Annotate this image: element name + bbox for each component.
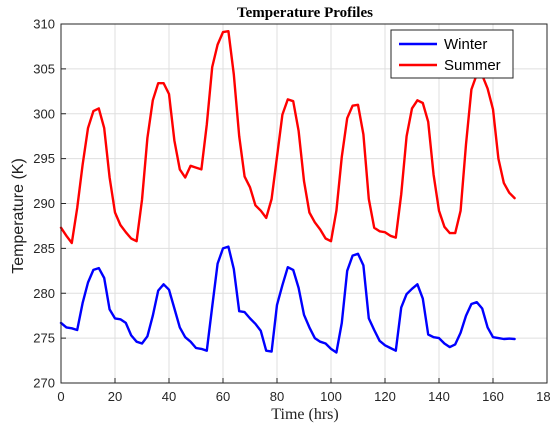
series-line-winter	[59, 245, 516, 354]
x-tick-label: 100	[320, 389, 342, 404]
y-tick-label: 275	[33, 331, 55, 346]
y-tick-label: 290	[33, 196, 55, 211]
y-tick-label: 285	[33, 241, 55, 256]
legend-label-winter: Winter	[444, 36, 487, 53]
x-tick-label: 80	[270, 389, 284, 404]
x-tick-label: 140	[428, 389, 450, 404]
y-tick-label: 300	[33, 106, 55, 121]
legend: Winter Summer	[390, 29, 514, 79]
y-tick-label: 305	[33, 61, 55, 76]
legend-box	[390, 29, 514, 79]
x-tick-label: 120	[374, 389, 396, 404]
x-tick-label: 60	[216, 389, 230, 404]
axis-ticks: 0 20 40 60 80 100 120 140 160 180 270 275 280 285 290 2…	[33, 17, 550, 405]
legend-label-summer: Summer	[444, 57, 501, 74]
x-tick-label: 40	[162, 389, 176, 404]
x-tick-label: 160	[482, 389, 504, 404]
series-line-summer	[59, 30, 516, 245]
x-tick-label: 0	[57, 389, 64, 404]
y-axis-label: Temperature (K)	[10, 158, 27, 274]
y-tick-label: 295	[33, 151, 55, 166]
y-tick-label: 280	[33, 286, 55, 301]
y-tick-label: 310	[33, 17, 55, 32]
y-tick-label: 270	[33, 376, 55, 391]
chart-title: Temperature Profiles	[237, 5, 373, 21]
x-axis-label: Time (hrs)	[271, 406, 338, 423]
series-layer	[59, 30, 516, 354]
x-tick-label: 180	[536, 389, 550, 404]
x-tick-label: 20	[108, 389, 122, 404]
